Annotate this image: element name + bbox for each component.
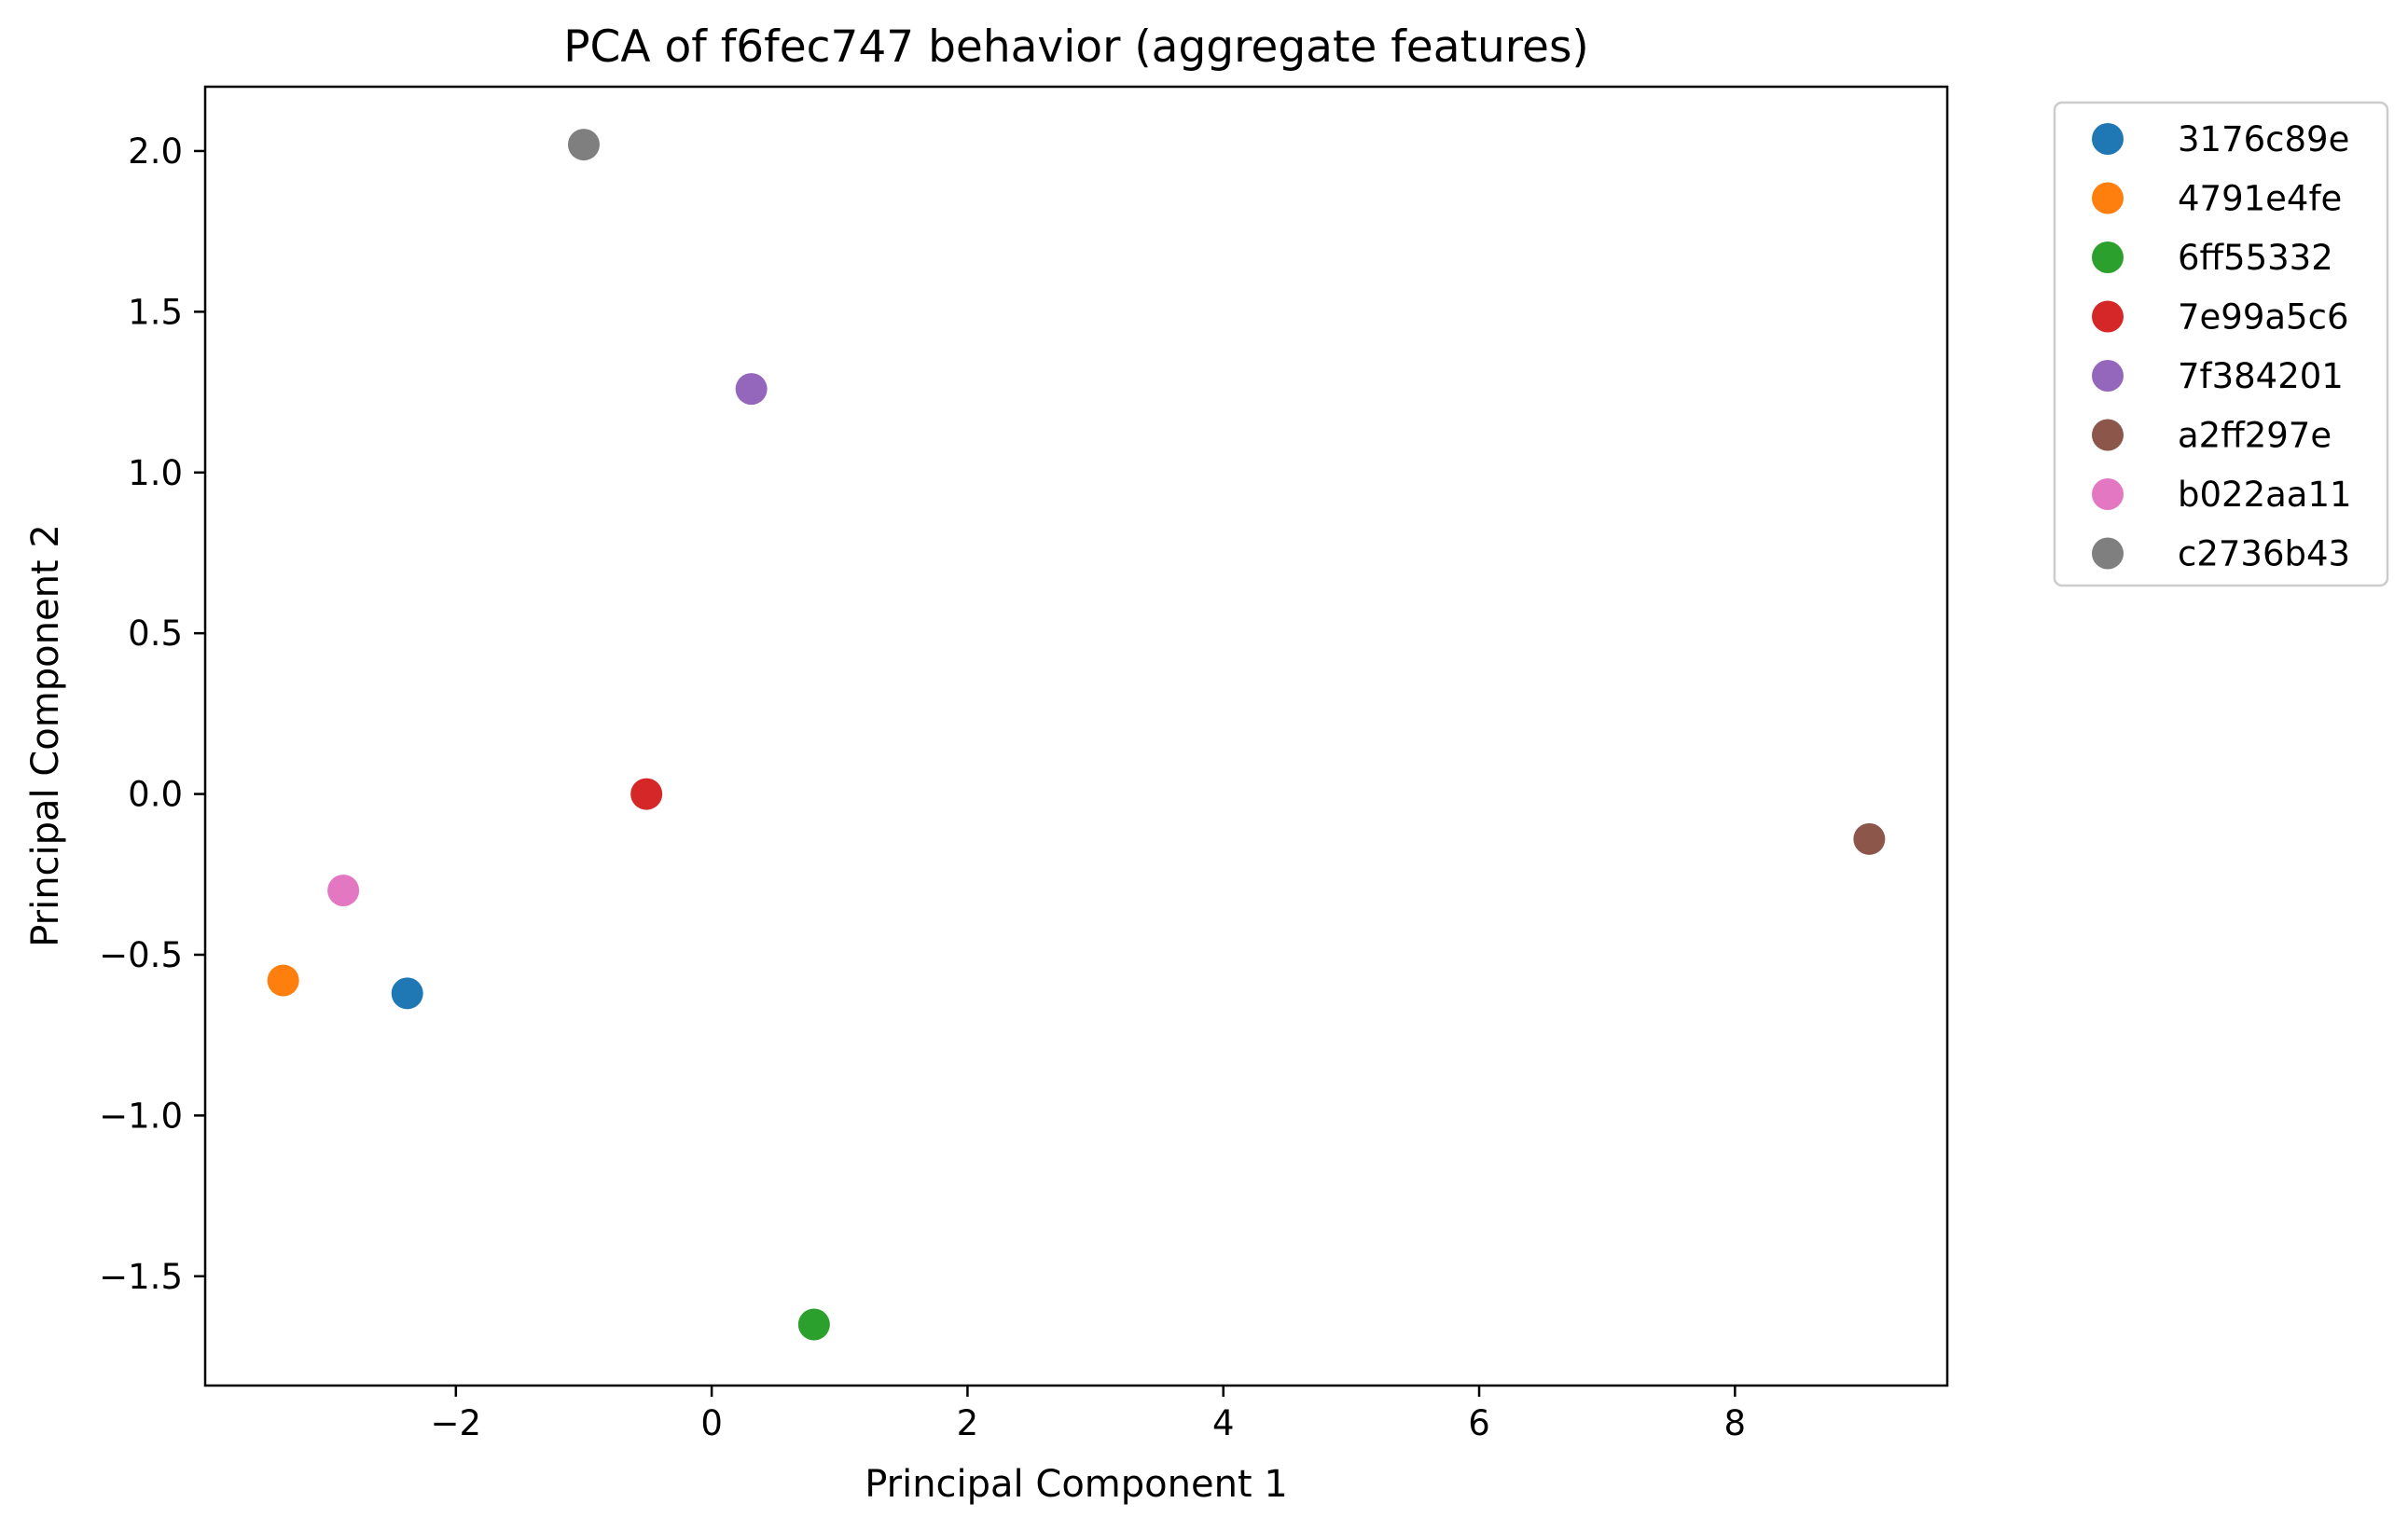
legend-label-6ff55332: 6ff55332 [2178, 238, 2333, 278]
point-c2736b43 [567, 129, 600, 161]
legend-frame [2053, 101, 2389, 587]
y-tick-label: −1.0 [99, 1096, 183, 1136]
legend-label-b022aa11: b022aa11 [2178, 475, 2352, 515]
legend-marker-b022aa11 [2092, 478, 2124, 510]
y-tick-label: 2.0 [128, 131, 183, 172]
legend-label-a2ff297e: a2ff297e [2178, 416, 2332, 456]
y-axis: −1.5 −1.0 −0.5 0.0 0.5 1.0 1.5 2.0 [99, 131, 205, 1297]
legend-label-7e99a5c6: 7e99a5c6 [2178, 297, 2348, 338]
x-tick-label: 2 [957, 1403, 979, 1443]
legend-marker-6ff55332 [2092, 241, 2124, 273]
legend-marker-a2ff297e [2092, 419, 2124, 451]
legend: 3176c89e 4791e4fe 6ff55332 7e99a5c6 7f384201… [2053, 101, 2389, 587]
point-7e99a5c6 [630, 778, 663, 810]
x-axis-label: Principal Component 1 [865, 1463, 1288, 1506]
y-tick-label: 1.5 [128, 292, 183, 332]
point-6ff55332 [797, 1308, 830, 1341]
legend-label-7f384201: 7f384201 [2178, 356, 2344, 396]
plot-frame [203, 85, 1949, 1387]
chart-title: PCA of f6fec747 behavior (aggregate feat… [563, 21, 1589, 73]
legend-marker-7f384201 [2092, 360, 2124, 392]
x-tick-label: 8 [1724, 1403, 1747, 1443]
point-a2ff297e [1853, 822, 1886, 855]
x-tick-label: −2 [431, 1403, 482, 1443]
legend-marker-3176c89e [2092, 123, 2124, 155]
data-points [267, 129, 1886, 1341]
legend-marker-c2736b43 [2092, 537, 2124, 570]
y-tick-label: −0.5 [99, 935, 183, 975]
point-b022aa11 [327, 875, 360, 907]
point-7f384201 [735, 373, 768, 406]
legend-label-c2736b43: c2736b43 [2178, 534, 2350, 574]
y-tick-label: 0.0 [128, 775, 183, 815]
x-tick-label: 0 [700, 1403, 723, 1443]
point-3176c89e [391, 977, 423, 1010]
y-tick-label: 0.5 [128, 614, 183, 654]
y-tick-label: −1.5 [99, 1257, 183, 1297]
x-tick-label: 6 [1468, 1403, 1490, 1443]
x-axis: −2 0 2 4 6 8 [431, 1386, 1747, 1443]
legend-marker-4791e4fe [2092, 182, 2124, 214]
plot-area [203, 85, 1949, 1387]
legend-marker-7e99a5c6 [2092, 300, 2124, 333]
x-tick-label: 4 [1212, 1403, 1235, 1443]
legend-label-3176c89e: 3176c89e [2178, 119, 2349, 159]
legend-label-4791e4fe: 4791e4fe [2178, 179, 2342, 219]
point-4791e4fe [267, 964, 299, 997]
y-tick-label: 1.0 [128, 453, 183, 493]
y-axis-label: Principal Component 2 [24, 524, 67, 947]
